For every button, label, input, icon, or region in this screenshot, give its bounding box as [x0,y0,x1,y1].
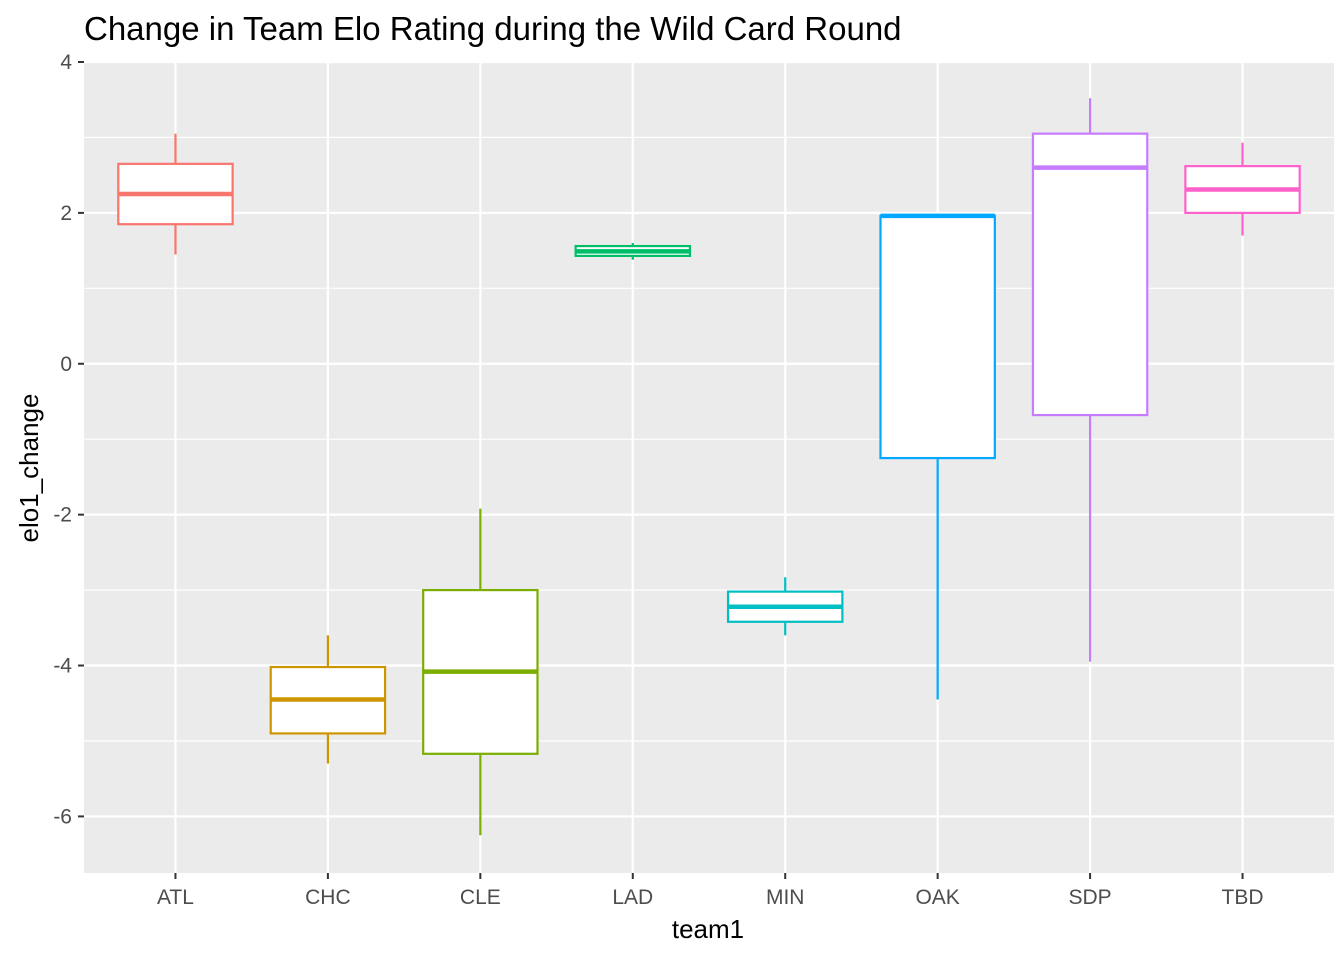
x-tick-label: CHC [305,886,351,909]
x-tick-label: ATL [157,886,194,909]
major-gridlines [84,60,1334,873]
x-tick-label: OAK [915,886,959,909]
x-axis-title: team1 [672,914,744,944]
box-lad [574,243,692,260]
x-tick-label: TBD [1222,886,1264,909]
y-tick-label: -6 [53,805,72,828]
x-tick-label: SDP [1069,886,1112,909]
y-tick-label: 0 [60,353,72,376]
y-axis: 4 2 0 -2 -4 -6 [53,51,84,828]
y-tick-label: -4 [53,655,72,678]
x-tick-label: CLE [460,886,501,909]
box-min [726,577,844,636]
chart-title: Change in Team Elo Rating during the Wil… [84,10,902,47]
x-axis: ATL CHC CLE LAD MIN OAK SDP TBD [157,873,1264,909]
box-oak [879,213,996,700]
box-body [1031,132,1149,417]
y-tick-label: 4 [60,51,72,74]
box-body [879,214,996,460]
box-series [117,98,1301,836]
box-tbd [1184,142,1301,236]
box-chc [269,635,387,764]
x-tick-label: MIN [766,886,805,909]
box-sdp [1031,98,1149,662]
y-tick-label: 2 [60,202,72,225]
y-tick-label: -2 [53,504,72,527]
x-tick-label: LAD [612,886,653,909]
box-atl [117,133,234,255]
box-cle [422,508,539,836]
y-axis-title: elo1_change [14,394,44,543]
